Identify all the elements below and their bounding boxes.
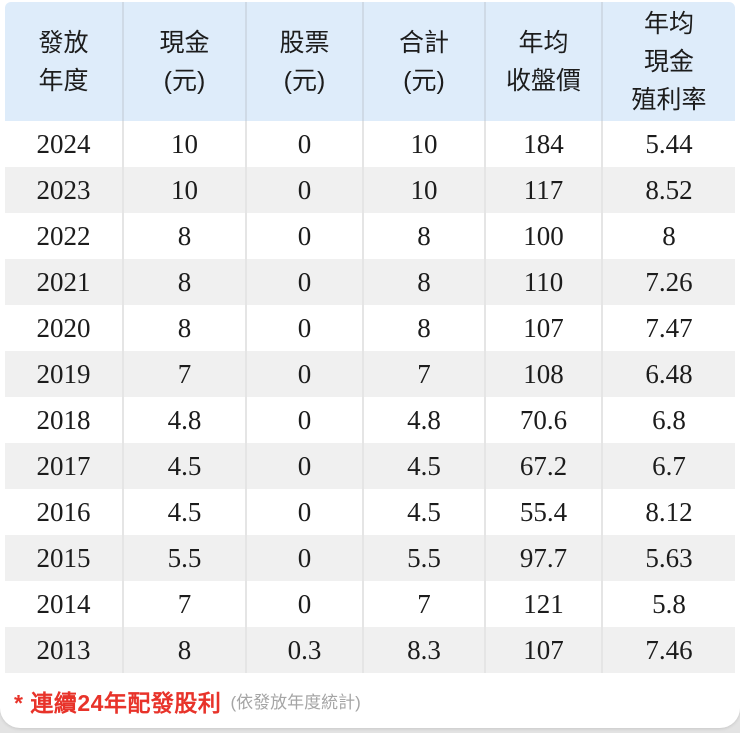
- table-row: 2023 10 0 10 117 8.52: [5, 167, 735, 213]
- streak-note: * 連續24年配發股利: [14, 689, 222, 716]
- table-row: 2024 10 0 10 184 5.44: [5, 121, 735, 167]
- cell-avg-cash-yield: 5.44: [601, 121, 735, 167]
- table-row: 2022 8 0 8 100 8: [5, 213, 735, 259]
- cell-cash: 8: [122, 259, 246, 305]
- cell-avg-cash-yield: 8.52: [601, 167, 735, 213]
- cell-stock: 0: [245, 213, 363, 259]
- cell-year: 2023: [5, 167, 123, 213]
- col-header-year: 發放 年度: [5, 2, 123, 121]
- cell-year: 2013: [5, 627, 123, 673]
- col-header-avg-cash-yield: 年均 現金 殖利率: [601, 2, 735, 121]
- cell-stock: 0: [245, 167, 363, 213]
- cell-total: 8.3: [362, 627, 485, 673]
- cell-total: 7: [362, 581, 485, 627]
- cell-avg-close: 107: [484, 305, 602, 351]
- cell-cash: 8: [122, 305, 246, 351]
- cell-avg-cash-yield: 8.12: [601, 489, 735, 535]
- cell-total: 10: [362, 167, 485, 213]
- cell-cash: 7: [122, 581, 246, 627]
- cell-year: 2020: [36, 312, 91, 343]
- cell-cash: 10: [122, 167, 246, 213]
- cell-cash: 4.5: [122, 443, 246, 489]
- cell-year: 2022: [36, 220, 91, 251]
- cell-total: 8: [362, 259, 485, 305]
- cell-avg-close: 100: [484, 213, 602, 259]
- cell-avg-cash-yield: 5.8: [601, 581, 735, 627]
- cell-avg-cash-yield: 7.46: [601, 627, 735, 673]
- cell-stock: 0: [245, 305, 363, 351]
- col-header-stock: 股票 (元): [245, 2, 363, 121]
- table-row: 2021 8 0 8 110 7.26: [5, 259, 735, 305]
- table-body: 2024 10 0 10 184 5.44 2023 10 0 10 117 8.52 2022 8 0 8 1…: [5, 121, 735, 673]
- cell-year: 2014: [36, 588, 91, 619]
- cell-avg-close: 107: [484, 627, 602, 673]
- cell-year: 2016: [36, 496, 91, 527]
- table-header: 發放 年度 現金 (元) 股票 (元) 合計 (元) 年均 收盤價 年均 現金 殖利率: [5, 2, 735, 121]
- dividend-table: 發放 年度 現金 (元) 股票 (元) 合計 (元) 年均 收盤價 年均 現金 殖利率 2…: [5, 2, 735, 673]
- cell-stock: 0: [245, 489, 363, 535]
- cell-avg-close: 110: [484, 259, 602, 305]
- table-row: 2014 7 0 7 121 5.8: [5, 581, 735, 627]
- col-header-cash: 現金 (元): [122, 2, 246, 121]
- table-row: 2013 8 0.3 8.3 107 7.46: [5, 627, 735, 673]
- cell-stock: 0: [245, 535, 363, 581]
- cell-cash: 10: [122, 121, 246, 167]
- cell-stock: 0: [245, 259, 363, 305]
- cell-year: 2018: [36, 404, 91, 435]
- cell-avg-cash-yield: 7.26: [601, 259, 735, 305]
- cell-avg-cash-yield: 7.47: [601, 305, 735, 351]
- cell-year: 2024: [36, 128, 91, 159]
- table-row: 2020 8 0 8 107 7.47: [5, 305, 735, 351]
- cell-year: 2017: [5, 443, 123, 489]
- streak-note-detail: (依發放年度統計): [230, 693, 361, 712]
- col-header-total: 合計 (元): [362, 2, 485, 121]
- cell-year: 2015: [5, 535, 123, 581]
- cell-total: 5.5: [362, 535, 485, 581]
- cell-total: 4.8: [362, 397, 485, 443]
- cell-avg-cash-yield: 6.8: [601, 397, 735, 443]
- cell-cash: 4.5: [122, 489, 246, 535]
- table-row: 2016 4.5 0 4.5 55.4 8.12: [5, 489, 735, 535]
- cell-avg-close: 97.7: [484, 535, 602, 581]
- cell-avg-cash-yield: 8: [601, 213, 735, 259]
- cell-cash: 4.8: [122, 397, 246, 443]
- cell-avg-close: 121: [484, 581, 602, 627]
- cell-stock: 0: [245, 351, 363, 397]
- cell-total: 4.5: [362, 443, 485, 489]
- cell-avg-cash-yield: 6.48: [601, 351, 735, 397]
- cell-avg-close: 117: [484, 167, 602, 213]
- cell-total: 4.5: [362, 489, 485, 535]
- header-row: 發放 年度 現金 (元) 股票 (元) 合計 (元) 年均 收盤價 年均 現金 殖利率: [5, 2, 735, 121]
- cell-cash: 8: [122, 213, 246, 259]
- cell-avg-close: 55.4: [484, 489, 602, 535]
- col-header-avg-close: 年均 收盤價: [484, 2, 602, 121]
- cell-year: 2019: [5, 351, 123, 397]
- cell-avg-close: 108: [484, 351, 602, 397]
- cell-avg-close: 70.6: [484, 397, 602, 443]
- cell-avg-cash-yield: 5.63: [601, 535, 735, 581]
- cell-total: 8: [362, 213, 485, 259]
- cell-stock: 0: [245, 443, 363, 489]
- table-row: 2015 5.5 0 5.5 97.7 5.63: [5, 535, 735, 581]
- cell-avg-close: 184: [484, 121, 602, 167]
- cell-stock: 0: [245, 581, 363, 627]
- table-row: 2017 4.5 0 4.5 67.2 6.7: [5, 443, 735, 489]
- cell-year: 2021: [5, 259, 123, 305]
- cell-total: 10: [362, 121, 485, 167]
- cell-stock: 0.3: [245, 627, 363, 673]
- cell-total: 8: [362, 305, 485, 351]
- table-row: 2019 7 0 7 108 6.48: [5, 351, 735, 397]
- cell-cash: 7: [122, 351, 246, 397]
- cell-stock: 0: [245, 397, 363, 443]
- cell-avg-cash-yield: 6.7: [601, 443, 735, 489]
- cell-total: 7: [362, 351, 485, 397]
- cell-cash: 8: [122, 627, 246, 673]
- footnote: * 連續24年配發股利 (依發放年度統計): [5, 673, 735, 728]
- cell-cash: 5.5: [122, 535, 246, 581]
- cell-avg-close: 67.2: [484, 443, 602, 489]
- table-row: 2018 4.8 0 4.8 70.6 6.8: [5, 397, 735, 443]
- cell-stock: 0: [245, 121, 363, 167]
